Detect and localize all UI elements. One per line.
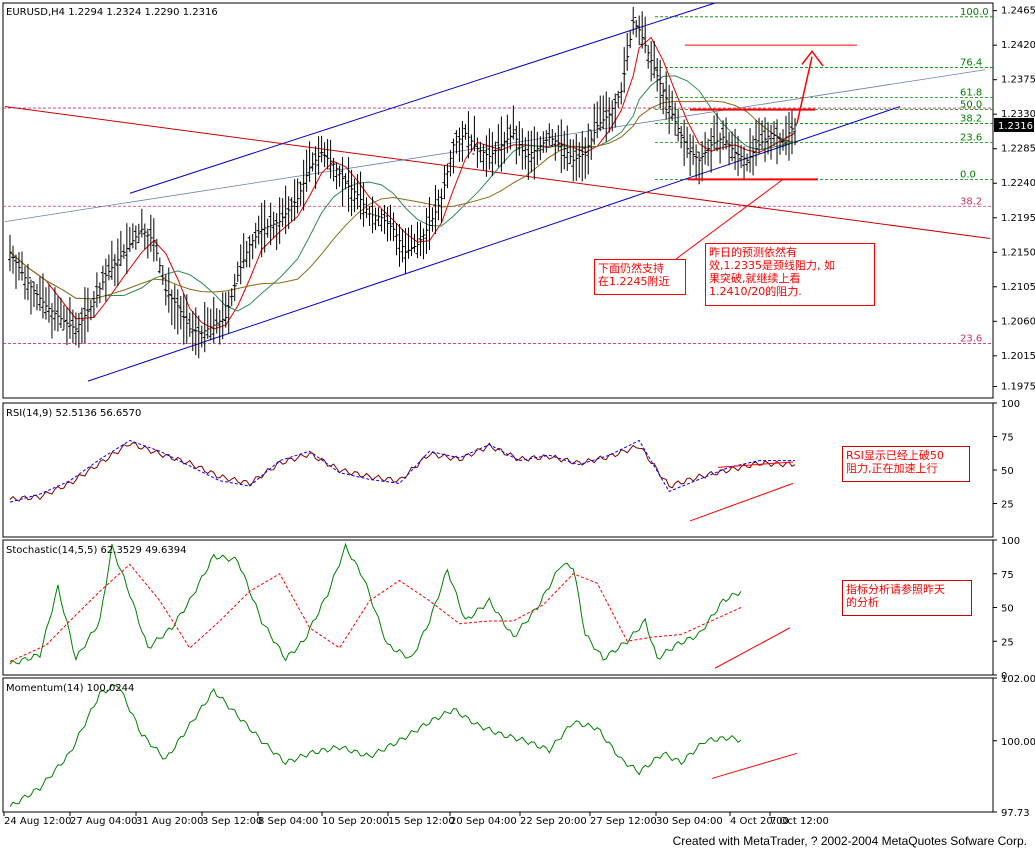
annotation-stochastic: 指标分析请参照昨天 的分析 [842,580,972,616]
price-title: EURUSD,H4 1.2294 1.2324 1.2290 1.2316 [6,7,218,18]
panel-title-2: Stochastic(14,5,5) 62.3529 49.6394 [6,545,186,556]
price-ytick-label: 1.2330 [1001,109,1035,120]
fib-label-left: 38.2 [960,196,982,207]
x-tick-label: 7 Oct 12:00 [770,816,829,827]
price-bars [8,6,797,359]
price-ytick-label: 1.2015 [1001,351,1035,362]
fib-label-left: 23.6 [960,334,982,345]
ytick-label-1: 100 [1001,399,1020,410]
ytick-label-1: 75 [1001,433,1014,444]
x-tick-label: 3 Sep 12:00 [202,816,262,827]
ytick-label-2: 75 [1001,570,1014,581]
rsi-trendline-low [689,482,794,522]
fib-label: 100.0 [960,7,989,18]
ytick-label-3: 102.00 [1001,674,1035,685]
series-2-0 [9,542,742,665]
annotation-support: 下面仍然支持 在1.2245附近 [594,259,686,295]
panel-frame-0 [2,2,994,399]
ytick-label-3: 100.00 [1001,737,1035,748]
ytick-label-2: 50 [1001,604,1014,615]
ytick-label-1: 50 [1001,466,1014,477]
series-1-1 [9,439,795,503]
current-price-tag [994,117,1034,132]
trendline-down [4,106,991,239]
forecast-arrow [796,56,813,124]
fib-label: 76.4 [960,57,982,68]
series-2-1 [9,563,742,662]
x-tick-label: 27 Aug 04:00 [70,816,137,827]
price-ytick-label: 1.2285 [1001,144,1035,155]
forecast-arrowhead [801,50,824,67]
x-tick-label: 24 Aug 12:00 [4,816,71,827]
ytick-label-2: 0 [1001,671,1007,682]
panel-title-3: Momentum(14) 100.0244 [6,683,134,694]
price-ytick-label: 1.2375 [1001,75,1035,86]
price-ytick-label: 1.2060 [1001,316,1035,327]
ytick-label-2: 100 [1001,536,1020,547]
x-tick-label: 30 Sep 04:00 [656,816,723,827]
price-ytick-label: 1.1975 [1001,381,1035,392]
price-ytick-label: 1.2195 [1001,213,1035,224]
ytick-label-2: 25 [1001,637,1014,648]
x-tick-label: 15 Sep 12:00 [388,816,455,827]
annotation-rsi: RSI显示已经上破50 阻力,正在加速上行 [842,446,970,482]
panel-title-1: RSI(14,9) 52.5136 56.6570 [6,408,141,419]
series-1-0 [9,442,796,502]
annotation-resistance: 昨日的预测依然有 效,1.2335是颈线阻力, 如 果突破,就继续上看 1.24… [705,243,875,306]
momentum-trendline [711,752,798,779]
rsi-trendline-high [717,461,794,468]
fib-label: 0.0 [960,169,976,180]
x-tick-label: 4 Oct 20:00 [730,816,789,827]
stoch-trendline [714,627,791,669]
fib-label: 50.0 [960,100,982,111]
panel-frame-3 [2,677,994,813]
ytick-label-1: 25 [1001,500,1014,511]
x-tick-label: 31 Aug 20:00 [136,816,203,827]
series-3-0 [9,684,742,807]
fib-label: 61.8 [960,87,982,98]
x-tick-label: 20 Sep 04:00 [450,816,517,827]
x-tick-label: 27 Sep 12:00 [590,816,657,827]
price-ytick-label: 1.2105 [1001,282,1035,293]
x-tick-label: 8 Sep 04:00 [258,816,318,827]
footer-credit: Created with MetaTrader, ? 2002-2004 Met… [672,834,1027,848]
channel-upper [129,2,716,194]
note-pointer [675,179,784,260]
price-ytick-label: 1.2240 [1001,178,1035,189]
fib-label: 23.6 [960,133,982,144]
ytick-label-3: 97.73 [1001,808,1030,819]
price-ytick-label: 1.2150 [1001,247,1035,258]
price-ytick-label: 1.2420 [1001,40,1035,51]
x-tick-label: 22 Sep 20:00 [520,816,587,827]
x-tick-label: 10 Sep 20:00 [322,816,389,827]
price-ytick-label: 1.2465 [1001,6,1035,17]
fib-label: 38.2 [960,113,982,124]
current-price-label: 1.2316 [998,121,1033,132]
